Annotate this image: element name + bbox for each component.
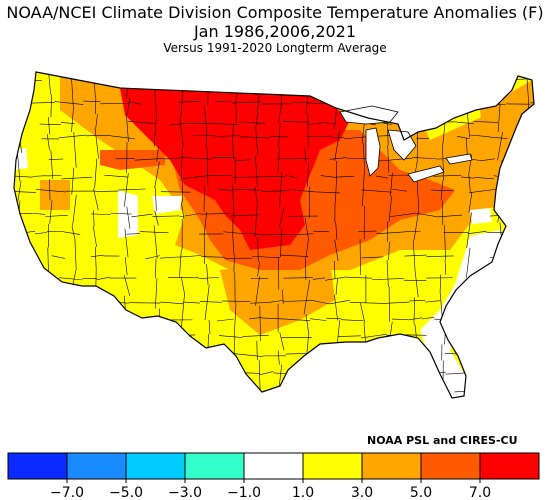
anomaly-3-5-zone-wy <box>40 180 70 210</box>
legend-swatch <box>243 452 304 480</box>
legend-bins <box>7 452 540 480</box>
legend-swatch <box>302 452 363 480</box>
legend-tick-label: 3.0 <box>351 485 373 500</box>
legend-tick-label: 7.0 <box>469 485 491 500</box>
lake-erie <box>407 165 445 183</box>
lake-michigan <box>365 127 381 177</box>
map-title: NOAA/NCEI Climate Division Composite Tem… <box>6 3 544 22</box>
legend-tick-label: −5.0 <box>109 485 143 500</box>
anomaly-3-5-zone-northeast <box>480 78 534 190</box>
legend-swatch <box>479 452 540 480</box>
legend-swatch <box>7 452 68 480</box>
anomaly-5-7-zone-west <box>100 150 165 170</box>
legend-tick-label: 1.0 <box>292 485 314 500</box>
legend-tick-label: −1.0 <box>227 485 261 500</box>
anomaly-fill-layer <box>14 72 534 398</box>
near-normal-zone-washington <box>14 148 28 170</box>
legend-swatch <box>361 452 422 480</box>
legend-ticks: −7.0 −5.0 −3.0 −1.0 1.0 3.0 5.0 7.0 <box>50 479 491 500</box>
legend-swatch <box>66 452 127 480</box>
color-legend: −7.0 −5.0 −3.0 −1.0 1.0 3.0 5.0 7.0 <box>7 452 540 500</box>
legend-tick-label: −3.0 <box>168 485 202 500</box>
us-anomaly-map <box>13 71 535 399</box>
map-period: Jan 1986,2006,2021 <box>193 22 357 41</box>
lake-superior <box>339 105 399 125</box>
legend-swatch <box>420 452 481 480</box>
near-normal-zone-wv <box>470 208 492 224</box>
lake-ontario <box>445 153 473 165</box>
data-credit: NOAA PSL and CIRES-CU <box>367 434 518 447</box>
legend-tick-label: −7.0 <box>50 485 84 500</box>
legend-tick-label: 5.0 <box>410 485 432 500</box>
legend-swatch <box>184 452 245 480</box>
near-normal-zone-az <box>140 320 165 334</box>
near-normal-zone-great-basin <box>152 196 182 214</box>
legend-swatch <box>125 452 186 480</box>
map-baseline: Versus 1991-2020 Longterm Average <box>163 41 387 55</box>
